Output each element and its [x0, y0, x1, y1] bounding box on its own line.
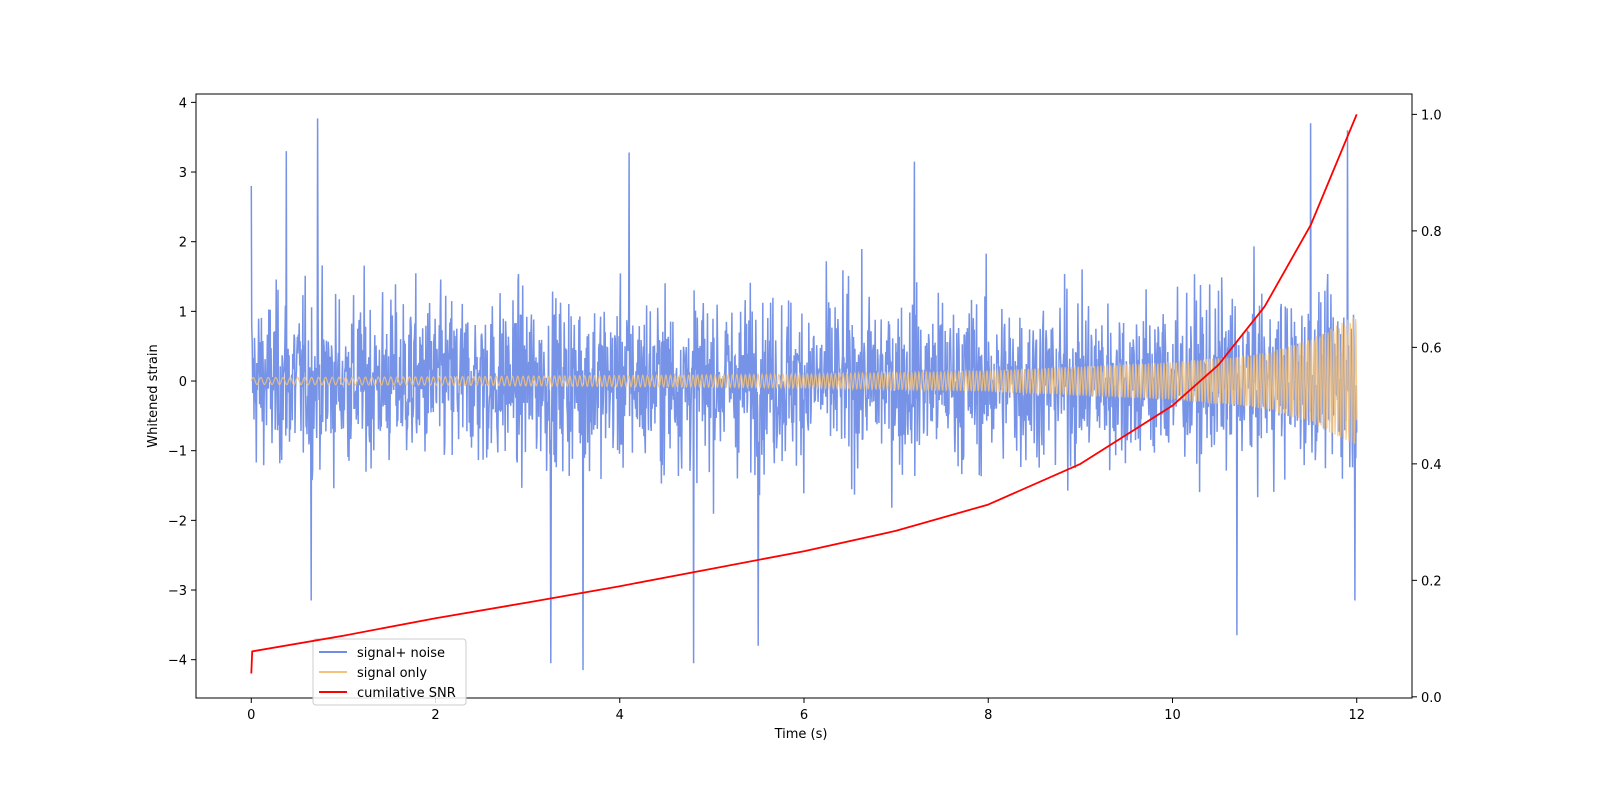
- y-axis-left: −4 −3 −2 −1 0 1 2 3 4: [168, 96, 196, 669]
- legend-label: cumilative SNR: [357, 686, 456, 701]
- y-right-tick-label: 1.0: [1421, 108, 1442, 123]
- legend: signal+ noise signal only cumilative SNR: [312, 638, 467, 706]
- y-right-tick-label: 0.4: [1421, 458, 1442, 473]
- y-tick-label: −3: [168, 584, 187, 599]
- y-axis-label: Whitened strain: [146, 344, 161, 447]
- x-tick-label: 10: [1164, 708, 1181, 723]
- x-tick-label: 8: [984, 708, 992, 723]
- y-right-tick-label: 0.2: [1421, 574, 1442, 589]
- series-cumulative-snr-line: [250, 114, 1358, 674]
- y-right-tick-label: 0.6: [1421, 341, 1442, 356]
- y-tick-label: 2: [179, 236, 187, 251]
- y-tick-label: −2: [168, 514, 187, 529]
- y-tick-label: −4: [168, 654, 187, 669]
- x-axis-label: Time (s): [774, 727, 828, 742]
- x-tick-label: 6: [800, 708, 808, 723]
- series-layer: [250, 118, 1358, 671]
- x-tick-label: 2: [431, 708, 439, 723]
- x-tick-label: 0: [247, 708, 255, 723]
- y-right-tick-label: 0.8: [1421, 225, 1442, 240]
- y-tick-label: 0: [179, 375, 187, 390]
- y-tick-label: −1: [168, 445, 187, 460]
- legend-label: signal+ noise: [357, 646, 445, 661]
- y-right-tick-label: 0.0: [1421, 691, 1442, 706]
- legend-box: [312, 638, 467, 706]
- y-tick-label: 3: [179, 166, 187, 181]
- x-axis: 0 2 4 6 8 10 12: [247, 698, 1365, 723]
- y-tick-label: 1: [179, 305, 187, 320]
- y-tick-label: 4: [179, 96, 187, 111]
- legend-label: signal only: [357, 666, 427, 681]
- y-axis-right: 0.0 0.2 0.4 0.6 0.8 1.0: [1412, 108, 1442, 706]
- series-signal-only-line: [250, 316, 1358, 444]
- x-tick-label: 12: [1348, 708, 1365, 723]
- x-tick-label: 4: [616, 708, 624, 723]
